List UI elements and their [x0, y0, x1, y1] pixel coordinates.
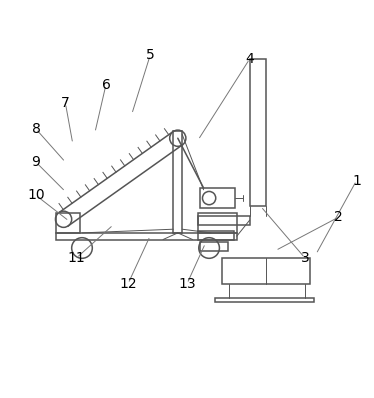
- Text: 3: 3: [301, 251, 309, 265]
- Text: 7: 7: [61, 96, 70, 110]
- Text: 11: 11: [68, 251, 85, 265]
- Bar: [198, 216, 249, 225]
- Bar: [198, 231, 234, 240]
- Bar: [56, 233, 237, 240]
- Bar: [249, 59, 266, 207]
- Bar: [215, 298, 314, 302]
- Bar: [200, 242, 228, 251]
- Text: 12: 12: [119, 277, 137, 291]
- Bar: [198, 213, 237, 233]
- Text: 8: 8: [31, 122, 40, 136]
- Text: 5: 5: [146, 48, 154, 62]
- Bar: [56, 213, 80, 233]
- Text: 13: 13: [178, 277, 196, 291]
- Text: 1: 1: [352, 174, 361, 187]
- Text: 9: 9: [31, 155, 40, 169]
- Text: 10: 10: [27, 188, 45, 202]
- Text: 2: 2: [334, 211, 343, 224]
- Bar: [222, 258, 310, 284]
- Text: 4: 4: [245, 52, 254, 66]
- Bar: [200, 188, 235, 208]
- Text: 6: 6: [101, 78, 110, 92]
